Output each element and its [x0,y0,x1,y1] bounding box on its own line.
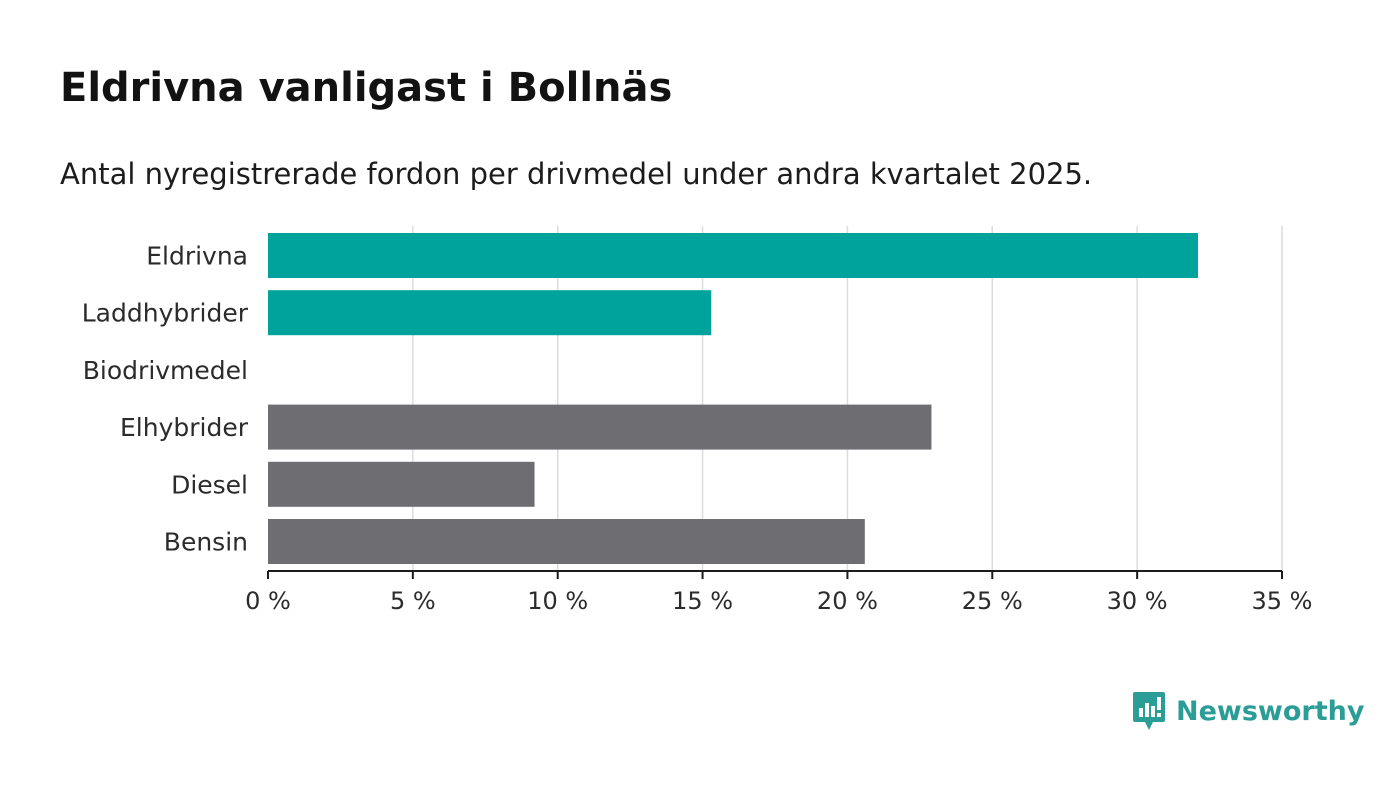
x-tick-label: 20 % [817,587,878,615]
newsworthy-logo-icon [1133,692,1165,730]
x-tick-label: 10 % [527,587,588,615]
x-tick-label: 15 % [672,587,733,615]
bar-eldrivna[interactable] [268,233,1198,278]
category-label: Biodrivmedel [83,356,248,385]
bar-diesel[interactable] [268,461,535,507]
category-labels: Eldrivna Laddhybrider Biodrivmedel Elhybrid… [82,242,249,557]
chart-subtitle: Antal nyregistrerade fordon per drivmede… [60,157,1093,191]
category-label: Laddhybrider [82,299,249,328]
x-tick-label: 35 % [1252,587,1313,615]
gridlines [412,226,1283,571]
bar-elhybrider[interactable] [268,404,932,450]
category-label: Elhybrider [120,413,249,442]
x-axis: 0 % 5 % 10 % 15 % 20 % 25 % 30 % 35 % [245,570,1313,615]
bar-bensin[interactable] [268,519,865,564]
category-label: Eldrivna [146,242,248,271]
x-tick-label: 0 % [245,587,291,615]
category-label: Bensin [164,528,248,557]
bar-chart: Eldrivna Laddhybrider Biodrivmedel Elhybrid… [82,226,1313,615]
chart-title: Eldrivna vanligast i Bollnäs [60,65,673,111]
x-tick-label: 30 % [1107,587,1168,615]
category-label: Diesel [171,470,248,499]
bars [268,233,1198,564]
x-tick-label: 25 % [962,587,1023,615]
newsworthy-brand[interactable]: Newsworthy [1132,690,1364,734]
x-tick-label: 5 % [390,587,436,615]
bar-laddhybrider[interactable] [268,290,712,336]
brand-name: Newsworthy [1176,696,1365,727]
